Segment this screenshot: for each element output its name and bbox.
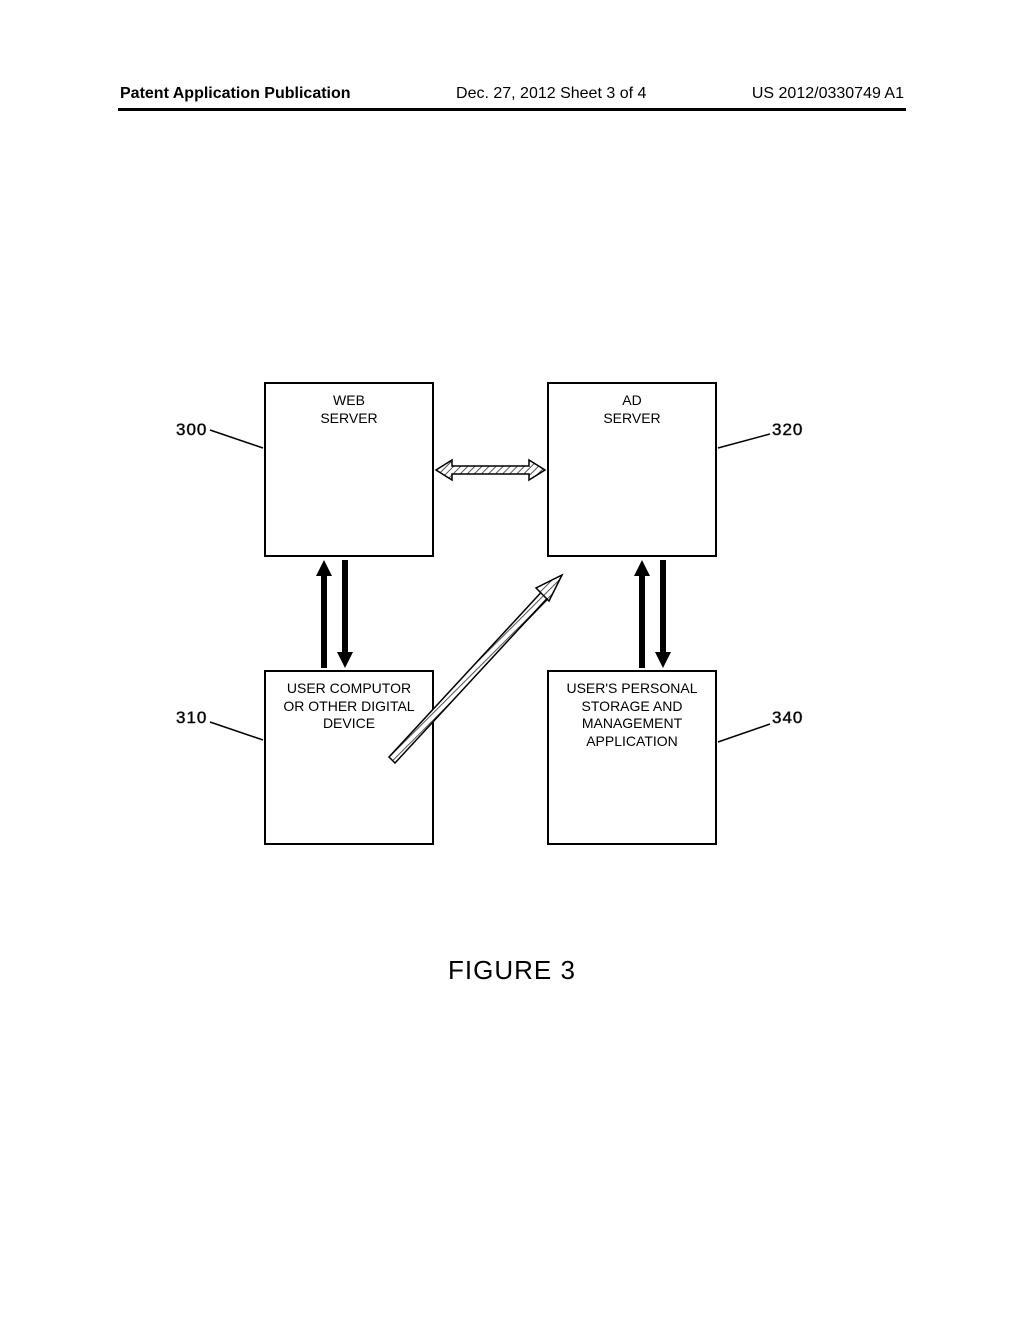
node-label: OR OTHER DIGITAL — [266, 698, 432, 716]
node-user-storage: USER'S PERSONAL STORAGE AND MANAGEMENT A… — [547, 670, 717, 845]
lead-340 — [718, 724, 770, 742]
node-label: SERVER — [266, 410, 432, 428]
node-label: MANAGEMENT — [549, 715, 715, 733]
ref-300: 300 — [176, 420, 207, 440]
node-label: USER'S PERSONAL — [549, 680, 715, 698]
node-label: DEVICE — [266, 715, 432, 733]
ref-310: 310 — [176, 708, 207, 728]
ref-320: 320 — [772, 420, 803, 440]
lead-320 — [718, 434, 770, 448]
node-label: STORAGE AND — [549, 698, 715, 716]
lead-310 — [210, 722, 263, 740]
node-label: WEB — [266, 392, 432, 410]
arrow-left-down — [337, 560, 353, 668]
node-label: APPLICATION — [549, 733, 715, 751]
figure-diagram: WEB SERVER 300 AD SERVER 320 USER COMPUT… — [0, 0, 1024, 1320]
figure-caption: FIGURE 3 — [0, 955, 1024, 986]
node-label: USER COMPUTOR — [266, 680, 432, 698]
arrow-right-down — [655, 560, 671, 668]
node-label: SERVER — [549, 410, 715, 428]
arrows-svg — [0, 0, 1024, 1320]
node-web-server: WEB SERVER — [264, 382, 434, 557]
node-label: AD — [549, 392, 715, 410]
arrow-left-up — [316, 560, 332, 668]
ref-340: 340 — [772, 708, 803, 728]
lead-300 — [210, 430, 263, 448]
node-ad-server: AD SERVER — [547, 382, 717, 557]
arrow-right-up — [634, 560, 650, 668]
node-user-device: USER COMPUTOR OR OTHER DIGITAL DEVICE — [264, 670, 434, 845]
arrow-web-ad — [436, 460, 545, 480]
